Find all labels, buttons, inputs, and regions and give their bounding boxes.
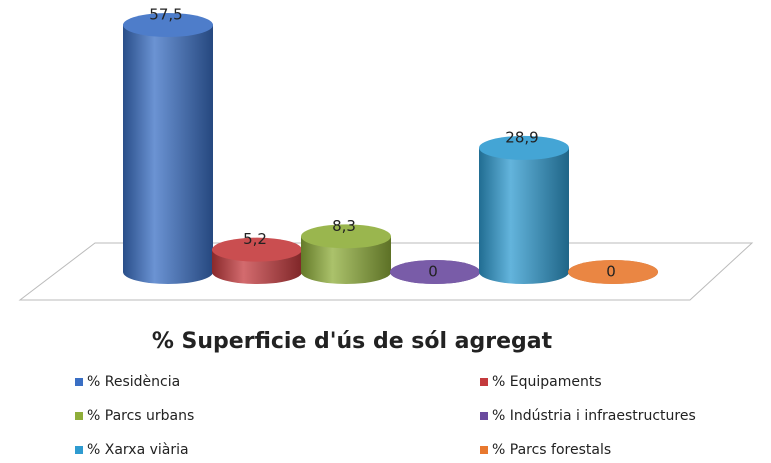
bar-top (301, 224, 391, 249)
legend-label: % Indústria i infraestructures (492, 408, 696, 424)
legend-swatch (75, 378, 83, 386)
bar-body (479, 147, 569, 272)
legend-label: % Xarxa viària (87, 442, 189, 458)
data-label: 5,2 (243, 230, 267, 248)
bar-top (212, 237, 302, 262)
bar-top (479, 135, 569, 160)
legend-label: % Parcs forestals (492, 442, 611, 458)
legend-label: % Parcs urbans (87, 408, 194, 424)
data-label: 57,5 (149, 6, 182, 24)
bar-top (123, 13, 213, 37)
bar-body (123, 25, 213, 272)
bar-top (568, 260, 658, 284)
data-label: 0 (428, 263, 438, 281)
data-label: 8,3 (332, 217, 356, 235)
bar-top (390, 260, 480, 284)
chart-title: % Superficie d'ús de sól agregat (152, 329, 553, 354)
data-label: 28,9 (505, 128, 538, 146)
legend-swatch (75, 446, 83, 454)
legend-swatch (75, 412, 83, 420)
legend-swatch (480, 378, 488, 386)
legend-label: % Equipaments (492, 374, 602, 390)
data-label: 0 (606, 263, 616, 281)
legend-label: % Residència (87, 374, 180, 390)
legend-swatch (480, 412, 488, 420)
legend-swatch (480, 446, 488, 454)
